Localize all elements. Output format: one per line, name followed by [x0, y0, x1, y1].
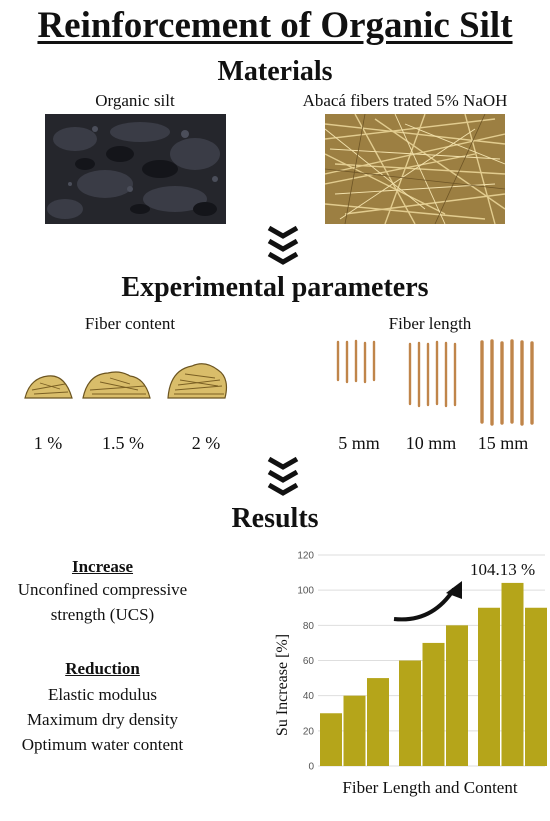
- chart-bar: [367, 678, 389, 766]
- fiber-length-value: 10 mm: [405, 433, 457, 453]
- reduction-heading: Reduction: [65, 659, 140, 678]
- page-title: Reinforcement of Organic Silt: [37, 5, 513, 46]
- materials-heading: Materials: [217, 56, 333, 87]
- fiber-length-value: 5 mm: [338, 433, 380, 453]
- fiber-content-value: 1 %: [33, 433, 63, 453]
- chart-x-label: Fiber Length and Content: [342, 778, 517, 797]
- chevron-down-icon: [267, 456, 299, 496]
- reduction-section: Reduction Elastic modulus Maximum dry de…: [0, 659, 205, 757]
- chart-y-tick-label: 80: [303, 621, 315, 632]
- fiber-content-value: 2 %: [191, 433, 221, 453]
- su-increase-chart: 0 20 40 60 80 100 120 104.13 % Su Increase [%]…: [274, 551, 547, 797]
- results-heading: Results: [231, 503, 319, 534]
- increase-heading: Increase: [71, 557, 134, 576]
- chart-y-tick-label: 0: [308, 762, 314, 773]
- fiber-content-illustration: [24, 363, 228, 399]
- abaca-fibers-photo: [325, 114, 505, 224]
- chevron-down-icon: [267, 225, 299, 265]
- chart-bar: [422, 642, 445, 766]
- reduction-item: Optimum water content: [21, 735, 184, 754]
- chart-bar: [399, 660, 421, 766]
- silt-label: Organic silt: [95, 91, 175, 110]
- chart-bar: [343, 695, 366, 766]
- chart-y-tick-label: 40: [303, 691, 315, 702]
- increase-item: strength (UCS): [50, 605, 155, 624]
- fiber-length-illustration: [336, 339, 534, 426]
- increase-section: Increase Unconfined compressive strength…: [0, 557, 205, 627]
- fiber-length-value: 15 mm: [477, 433, 529, 453]
- chart-y-tick-label: 20: [303, 726, 315, 737]
- chart-bar: [478, 607, 500, 766]
- chart-bar: [501, 582, 524, 766]
- fiber-content-heading: Fiber content: [84, 314, 176, 333]
- chart-bar: [320, 713, 342, 766]
- organic-silt-photo: [45, 114, 226, 224]
- increase-arrow: [393, 587, 456, 622]
- increase-arrow-head: [446, 581, 462, 599]
- fiber-content-value: 1.5 %: [102, 433, 144, 453]
- chart-y-tick-label: 120: [297, 551, 314, 562]
- fiber-length-heading: Fiber length: [388, 314, 472, 333]
- chart-y-tick-label: 60: [303, 656, 315, 667]
- fiber-label: Abacá fibers trated 5% NaOH: [302, 91, 508, 110]
- reduction-item: Elastic modulus: [47, 685, 158, 704]
- increase-item: Unconfined compressive: [17, 580, 188, 599]
- chart-y-label: Su Increase [%]: [274, 634, 291, 736]
- chart-bar: [525, 607, 547, 766]
- chart-y-tick-label: 100: [297, 586, 314, 597]
- chart-annotation: 104.13 %: [470, 560, 535, 579]
- parameters-heading: Experimental parameters: [121, 272, 429, 303]
- reduction-item: Maximum dry density: [26, 710, 179, 729]
- chart-bar: [446, 625, 468, 766]
